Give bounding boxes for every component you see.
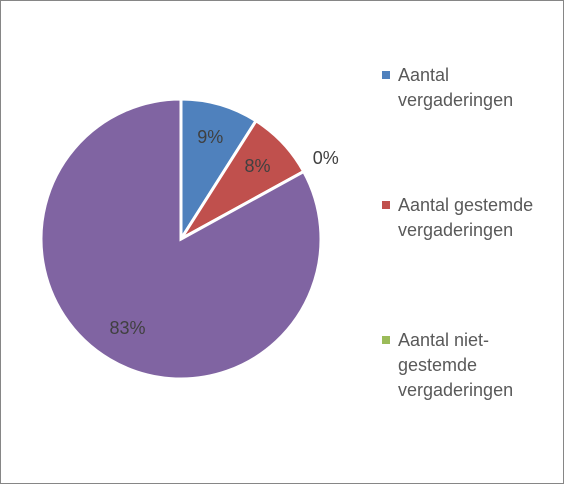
legend-swatch xyxy=(382,336,390,344)
legend-entry: Aantal niet-gestemde vergaderingen xyxy=(382,328,552,403)
data-label: 9% xyxy=(197,127,223,147)
legend-entry: Aantal gestemde vergaderingen xyxy=(382,193,552,243)
data-label: 83% xyxy=(110,318,146,338)
pie-slice xyxy=(39,97,323,381)
legend-swatch xyxy=(382,201,390,209)
legend-entry: Aantal vergaderingen xyxy=(382,63,552,113)
data-label: 0% xyxy=(313,148,339,168)
legend-label: Aantal gestemde vergaderingen xyxy=(398,195,534,240)
legend-label: Aantal niet-gestemde vergaderingen xyxy=(398,330,514,400)
legend-swatch xyxy=(382,71,390,79)
pie-slice xyxy=(179,97,259,245)
data-label: 8% xyxy=(245,156,271,176)
legend-label: Aantal vergaderingen xyxy=(398,65,514,110)
